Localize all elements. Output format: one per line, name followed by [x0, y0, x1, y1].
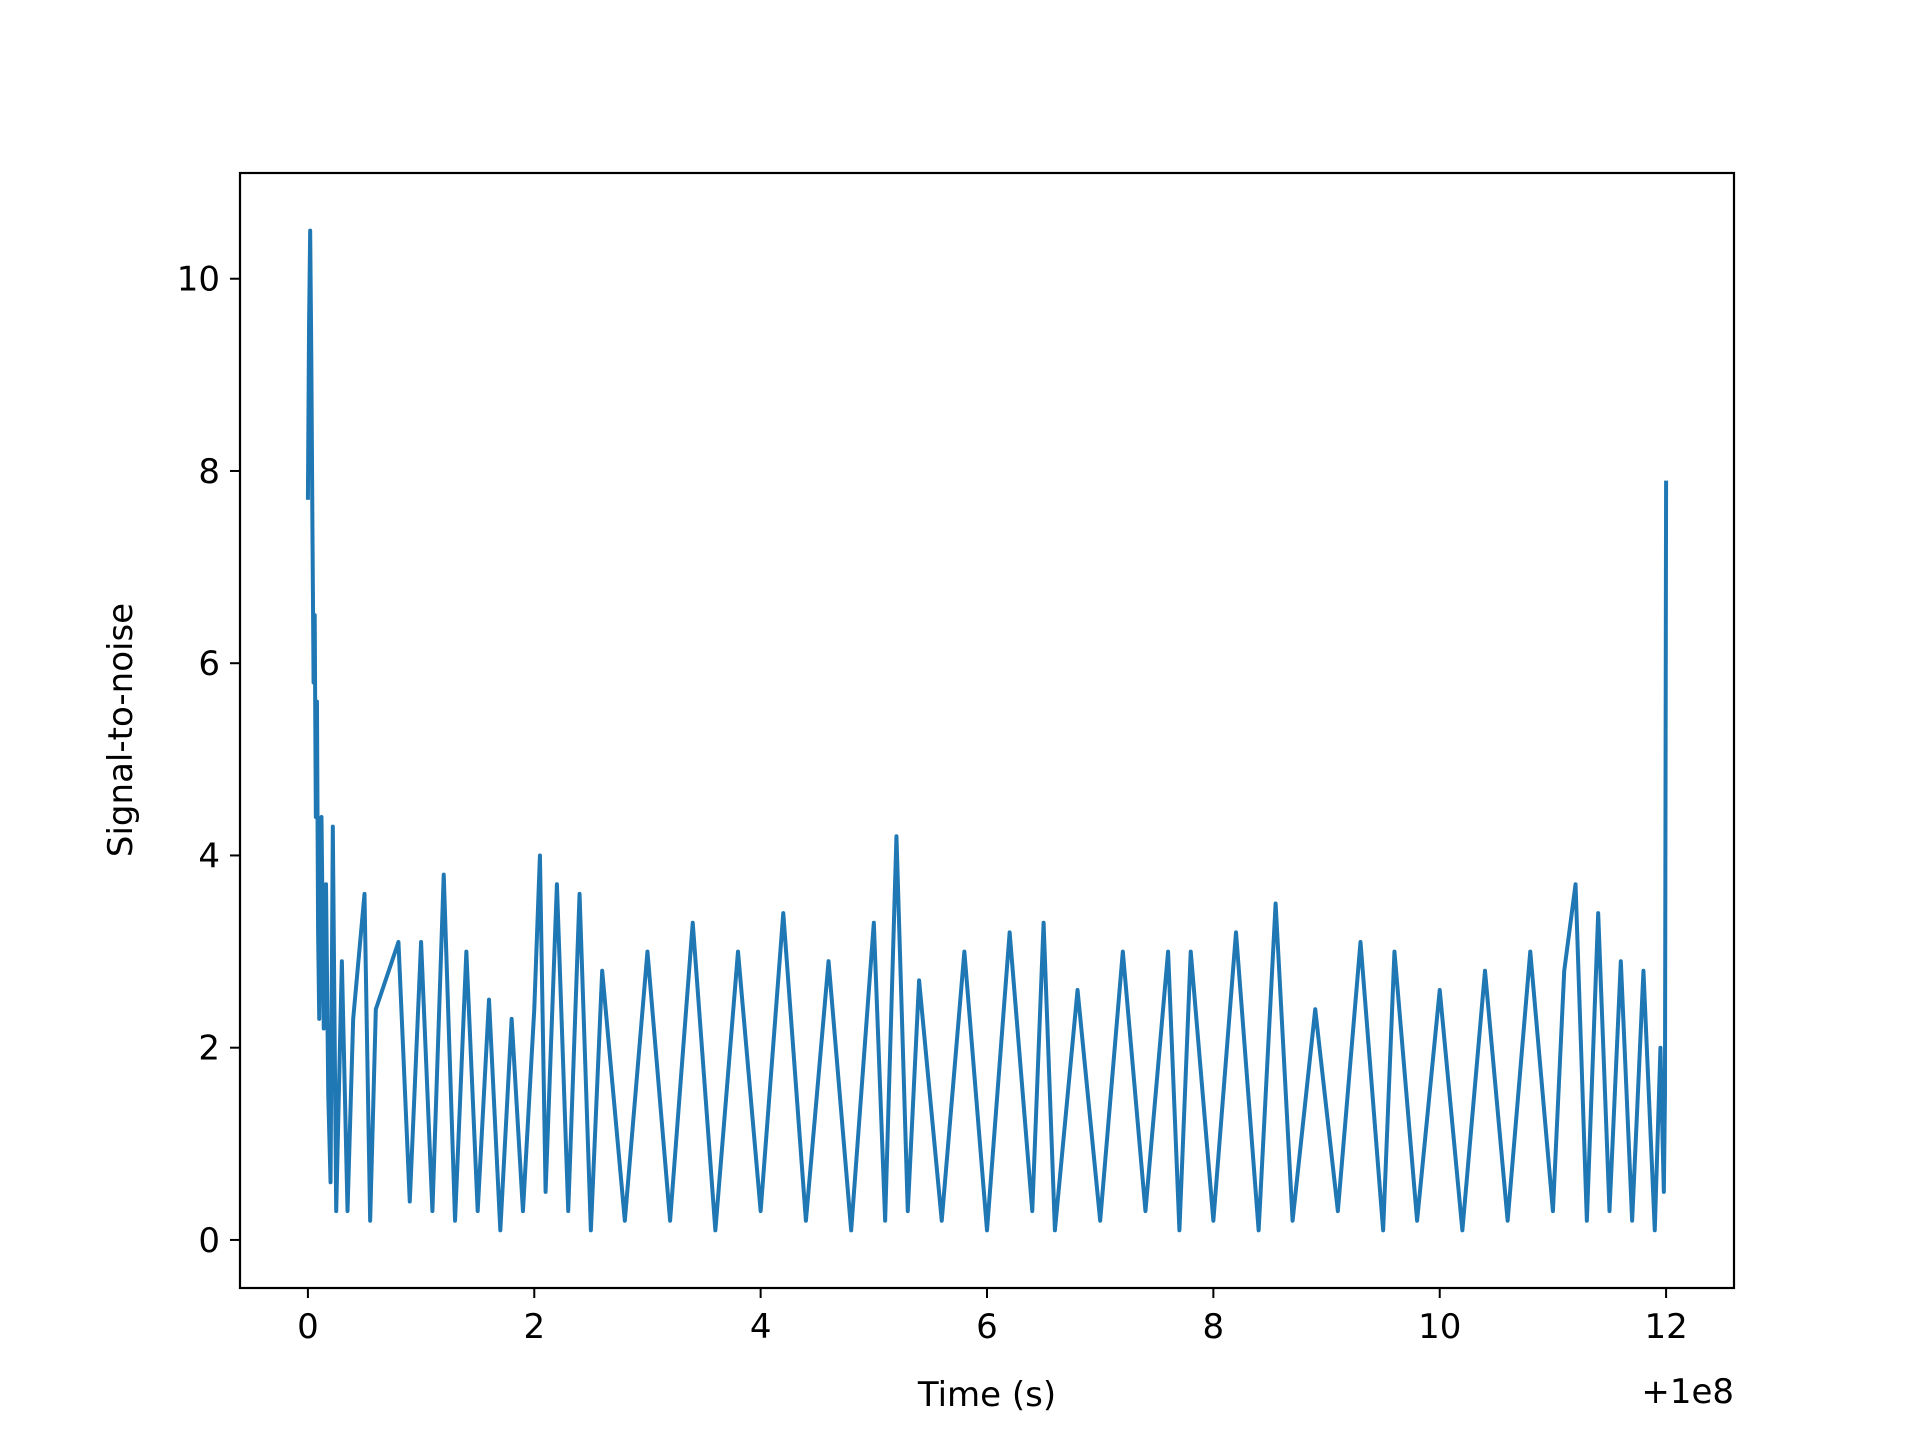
y-tick-label: 6 — [198, 644, 220, 684]
x-tick-label: 6 — [976, 1307, 998, 1347]
x-axis-label: Time (s) — [917, 1375, 1056, 1415]
y-tick-label: 10 — [177, 260, 220, 300]
x-offset-label: +1e8 — [1641, 1372, 1734, 1412]
y-tick-label: 4 — [198, 836, 220, 876]
x-tick-label: 2 — [523, 1307, 545, 1347]
y-tick-label: 8 — [198, 452, 220, 492]
x-tick-label: 0 — [297, 1307, 319, 1347]
y-tick-label: 2 — [198, 1029, 220, 1069]
y-axis-label: Signal-to-noise — [101, 603, 141, 857]
x-tick-label: 12 — [1644, 1307, 1687, 1347]
y-axis-ticks: 0 2 4 6 8 10 — [177, 260, 240, 1261]
x-axis-ticks: 0 2 4 6 8 10 12 — [297, 1288, 1688, 1347]
x-tick-label: 4 — [750, 1307, 772, 1347]
x-tick-label: 8 — [1203, 1307, 1225, 1347]
series-line-0 — [305, 228, 1669, 1233]
plot-frame — [238, 171, 1736, 1290]
y-tick-label: 0 — [198, 1221, 220, 1261]
data-layer — [305, 228, 1669, 1233]
x-tick-label: 10 — [1418, 1307, 1461, 1347]
